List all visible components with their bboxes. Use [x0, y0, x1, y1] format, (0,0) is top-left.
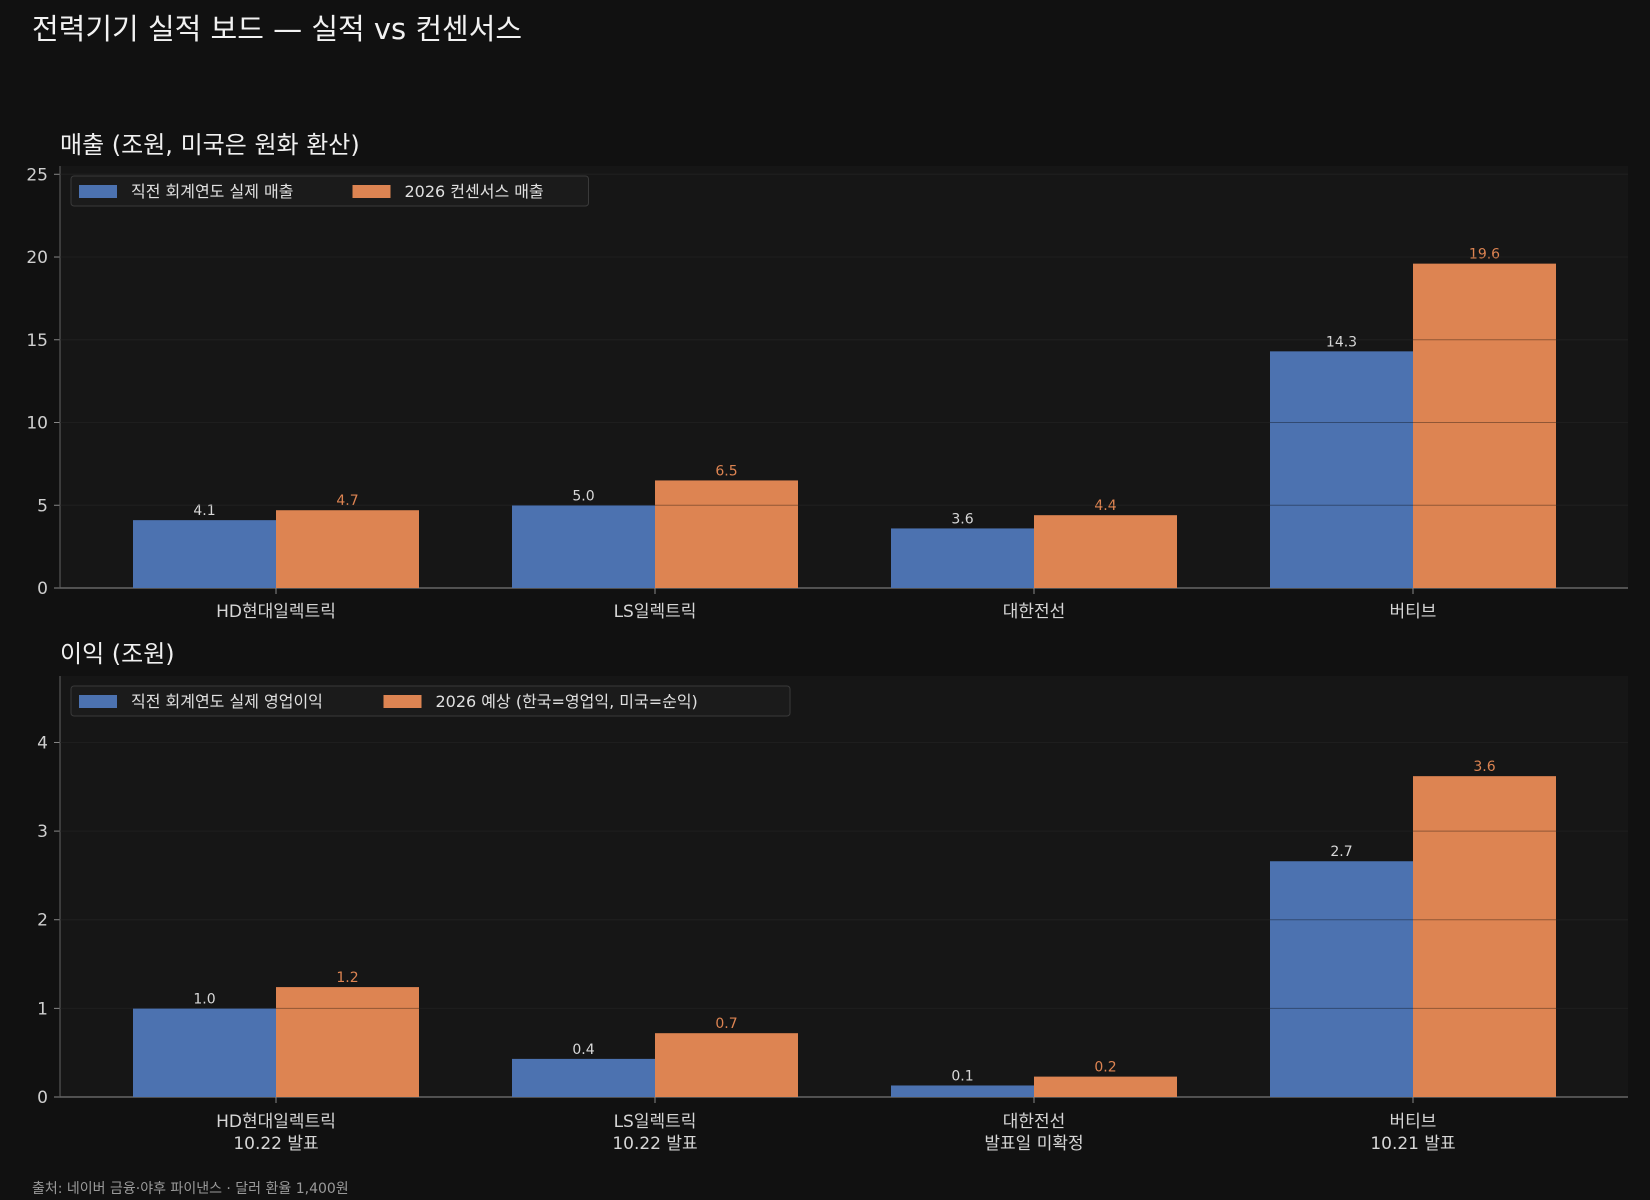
- data-label: 5.0: [572, 488, 594, 504]
- y-tick-label: 25: [26, 165, 48, 185]
- bar: [655, 480, 798, 588]
- category-label: 발표일 미확정: [984, 1134, 1083, 1154]
- panel-title: 이익 (조원): [60, 640, 175, 668]
- bar: [1270, 351, 1413, 588]
- data-label: 4.4: [1094, 498, 1116, 514]
- legend-label: 직전 회계연도 실제 매출: [131, 182, 293, 201]
- data-label: 0.1: [951, 1068, 973, 1084]
- bar: [133, 1008, 276, 1097]
- data-label: 0.4: [572, 1042, 594, 1058]
- bar: [276, 510, 419, 588]
- legend-swatch: [352, 185, 391, 198]
- bar: [276, 987, 419, 1097]
- category-label: 버티브: [1390, 602, 1437, 622]
- bar: [1413, 776, 1556, 1097]
- bar: [655, 1033, 798, 1097]
- legend-label: 직전 회계연도 실제 영업이익: [131, 692, 323, 711]
- category-label: 10.22 발표: [233, 1134, 318, 1154]
- legend-swatch: [79, 185, 117, 198]
- data-label: 3.6: [951, 511, 973, 527]
- bar: [1034, 515, 1177, 588]
- page-title: 전력기기 실적 보드 — 실적 vs 컨센서스: [32, 12, 523, 46]
- source-note: 출처: 네이버 금융·야후 파이낸스 · 달러 환율 1,400원: [32, 1181, 349, 1197]
- y-tick-label: 15: [26, 331, 48, 351]
- data-label: 1.2: [336, 970, 358, 986]
- category-label: 대한전선: [1003, 1112, 1066, 1132]
- data-label: 19.6: [1469, 247, 1500, 263]
- category-label: HD현대일렉트릭: [216, 602, 336, 622]
- legend-label: 2026 컨센서스 매출: [405, 182, 544, 201]
- data-label: 4.7: [336, 493, 358, 509]
- data-label: 1.0: [193, 991, 215, 1007]
- bar: [1413, 263, 1556, 588]
- legend-swatch: [383, 695, 422, 708]
- bar: [1270, 861, 1413, 1097]
- data-label: 3.6: [1473, 759, 1495, 775]
- y-tick-label: 20: [26, 248, 48, 268]
- category-label: LS일렉트릭: [614, 1112, 697, 1132]
- panel-title: 매출 (조원, 미국은 원화 환산): [60, 131, 360, 159]
- y-tick-label: 0: [37, 1088, 48, 1108]
- legend-box: [70, 175, 589, 207]
- bar: [512, 505, 655, 588]
- data-label: 6.5: [715, 463, 737, 479]
- legend-label: 2026 예상 (한국=영업익, 미국=순익): [436, 692, 698, 711]
- legend-swatch: [79, 695, 117, 708]
- y-tick-label: 3: [37, 822, 48, 842]
- bar: [891, 1085, 1034, 1097]
- y-tick-label: 2: [37, 911, 48, 931]
- y-tick-label: 4: [37, 733, 48, 753]
- y-tick-label: 1: [37, 999, 48, 1019]
- bar: [512, 1058, 655, 1097]
- y-tick-label: 10: [26, 414, 48, 434]
- bar: [891, 528, 1034, 588]
- data-label: 2.7: [1330, 844, 1352, 860]
- category-label: LS일렉트릭: [614, 602, 697, 622]
- data-label: 0.7: [715, 1016, 737, 1032]
- category-label: 버티브: [1390, 1112, 1437, 1132]
- bar: [133, 520, 276, 588]
- data-label: 4.1: [193, 503, 215, 519]
- data-label: 0.2: [1094, 1060, 1116, 1076]
- y-tick-label: 0: [37, 579, 48, 599]
- bar: [1034, 1076, 1177, 1097]
- legend-box: [70, 685, 791, 717]
- category-label: 10.21 발표: [1370, 1134, 1455, 1154]
- data-label: 14.3: [1326, 334, 1357, 350]
- category-label: 10.22 발표: [612, 1134, 697, 1154]
- y-tick-label: 5: [37, 496, 48, 516]
- category-label: 대한전선: [1003, 602, 1066, 622]
- category-label: HD현대일렉트릭: [216, 1112, 336, 1132]
